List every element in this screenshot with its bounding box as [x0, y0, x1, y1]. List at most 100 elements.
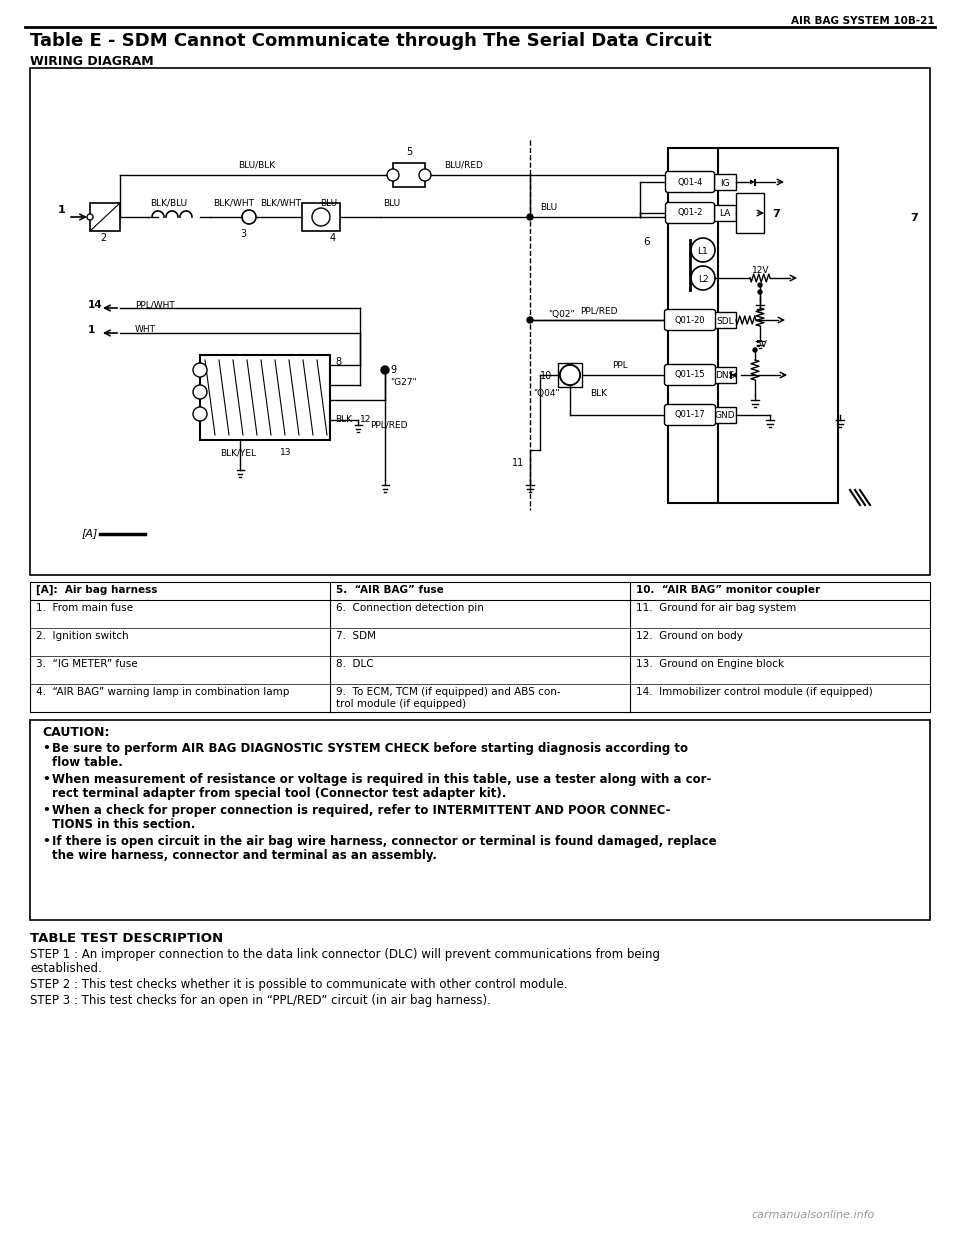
Text: 5: 5 — [406, 147, 412, 157]
Text: TABLE TEST DESCRIPTION: TABLE TEST DESCRIPTION — [30, 932, 223, 945]
Text: Q01-2: Q01-2 — [678, 209, 703, 217]
Bar — [736, 193, 764, 233]
FancyBboxPatch shape — [665, 203, 714, 224]
Text: WIRING DIAGRAM: WIRING DIAGRAM — [30, 56, 154, 68]
Circle shape — [758, 290, 762, 294]
Text: established.: established. — [30, 962, 102, 974]
Text: 11: 11 — [512, 458, 524, 468]
Text: 14: 14 — [88, 300, 103, 310]
Circle shape — [691, 238, 715, 262]
Text: BLU: BLU — [383, 199, 400, 207]
Text: When measurement of resistance or voltage is required in this table, use a teste: When measurement of resistance or voltag… — [52, 773, 711, 785]
Text: 2.  Ignition switch: 2. Ignition switch — [36, 631, 129, 641]
Bar — [90, 203, 120, 231]
Bar — [30, 720, 930, 920]
Text: L2: L2 — [698, 274, 708, 284]
Text: STEP 2 : This test checks whether it is possible to communicate with other contr: STEP 2 : This test checks whether it is … — [30, 978, 567, 990]
Text: •: • — [42, 835, 50, 848]
Text: 12V: 12V — [752, 266, 770, 275]
Text: 4: 4 — [330, 233, 336, 243]
Text: BLK/YEL: BLK/YEL — [220, 448, 256, 457]
FancyBboxPatch shape — [664, 405, 715, 426]
Bar — [200, 354, 330, 440]
Text: 3.  “IG METER” fuse: 3. “IG METER” fuse — [36, 659, 137, 669]
Text: 10: 10 — [540, 370, 552, 382]
Text: rect terminal adapter from special tool (Connector test adapter kit).: rect terminal adapter from special tool … — [52, 787, 506, 800]
Text: BLK/WHT: BLK/WHT — [260, 199, 301, 207]
Polygon shape — [731, 373, 736, 378]
Circle shape — [691, 266, 715, 290]
FancyBboxPatch shape — [664, 364, 715, 385]
Circle shape — [387, 169, 399, 182]
Text: "Q04": "Q04" — [533, 389, 560, 398]
Text: Q01-20: Q01-20 — [675, 315, 706, 325]
Text: 6: 6 — [643, 237, 650, 247]
Text: 4.  “AIR BAG” warning lamp in combination lamp: 4. “AIR BAG” warning lamp in combination… — [36, 687, 289, 697]
Text: SDL: SDL — [716, 316, 733, 326]
Text: 5.  “AIR BAG” fuse: 5. “AIR BAG” fuse — [336, 585, 444, 595]
Text: 6.  Connection detection pin: 6. Connection detection pin — [336, 603, 484, 613]
Text: IG: IG — [720, 179, 730, 188]
Text: GND: GND — [714, 411, 735, 420]
Circle shape — [758, 283, 762, 287]
Bar — [558, 363, 582, 387]
Text: 1: 1 — [58, 205, 65, 215]
Text: [A]: [A] — [82, 529, 98, 538]
Text: CAUTION:: CAUTION: — [42, 726, 109, 739]
Text: 7: 7 — [772, 209, 780, 219]
Bar — [714, 408, 736, 424]
Text: Be sure to perform AIR BAG DIAGNOSTIC SYSTEM CHECK before starting diagnosis acc: Be sure to perform AIR BAG DIAGNOSTIC SY… — [52, 742, 688, 755]
Text: "G27": "G27" — [390, 378, 417, 387]
Circle shape — [242, 210, 256, 224]
Text: WHT: WHT — [135, 325, 156, 333]
Text: 3: 3 — [240, 228, 246, 240]
Text: LA: LA — [719, 210, 731, 219]
Text: 13: 13 — [280, 448, 292, 457]
FancyBboxPatch shape — [664, 310, 715, 331]
Bar — [714, 174, 736, 190]
Bar — [668, 148, 838, 503]
Text: 12: 12 — [360, 415, 372, 424]
Bar — [714, 367, 736, 383]
Text: 13.  Ground on Engine block: 13. Ground on Engine block — [636, 659, 784, 669]
Circle shape — [87, 214, 93, 220]
Text: 14.  Immobilizer control module (if equipped): 14. Immobilizer control module (if equip… — [636, 687, 873, 697]
Text: STEP 3 : This test checks for an open in “PPL/RED” circuit (in air bag harness).: STEP 3 : This test checks for an open in… — [30, 994, 491, 1007]
Circle shape — [419, 169, 431, 182]
Text: BLK: BLK — [335, 415, 352, 424]
Text: TIONS in this section.: TIONS in this section. — [52, 818, 196, 831]
Circle shape — [560, 366, 580, 385]
Text: •: • — [42, 773, 50, 785]
Bar — [30, 68, 930, 576]
Text: L1: L1 — [698, 247, 708, 256]
Circle shape — [312, 207, 330, 226]
Text: Q01-15: Q01-15 — [675, 370, 706, 379]
Text: When a check for proper connection is required, refer to INTERMITTENT AND POOR C: When a check for proper connection is re… — [52, 804, 670, 818]
Polygon shape — [750, 179, 755, 184]
Text: Q01-4: Q01-4 — [678, 178, 703, 186]
Text: 9.  To ECM, TCM (if equipped) and ABS con-
trol module (if equipped): 9. To ECM, TCM (if equipped) and ABS con… — [336, 687, 561, 709]
Text: 2: 2 — [100, 233, 107, 243]
Text: BLU: BLU — [540, 203, 557, 212]
FancyBboxPatch shape — [665, 172, 714, 193]
Text: 7.  SDM: 7. SDM — [336, 631, 376, 641]
Text: •: • — [42, 742, 50, 755]
Text: STEP 1 : An improper connection to the data link connector (DLC) will prevent co: STEP 1 : An improper connection to the d… — [30, 948, 660, 961]
Text: BLK: BLK — [590, 389, 607, 398]
Text: [A]:  Air bag harness: [A]: Air bag harness — [36, 585, 157, 595]
Text: 9: 9 — [390, 366, 396, 375]
Text: 10.  “AIR BAG” monitor coupler: 10. “AIR BAG” monitor coupler — [636, 585, 820, 595]
Text: 7: 7 — [910, 212, 918, 224]
Text: BLU/BLK: BLU/BLK — [238, 161, 276, 170]
Text: flow table.: flow table. — [52, 756, 123, 769]
Text: 11.  Ground for air bag system: 11. Ground for air bag system — [636, 603, 796, 613]
Text: If there is open circuit in the air bag wire harness, connector or terminal is f: If there is open circuit in the air bag … — [52, 835, 716, 848]
Text: 1: 1 — [88, 325, 95, 335]
Text: carmanualsonline.info: carmanualsonline.info — [752, 1210, 875, 1220]
Circle shape — [193, 385, 207, 399]
Circle shape — [193, 363, 207, 377]
Text: the wire harness, connector and terminal as an assembly.: the wire harness, connector and terminal… — [52, 848, 437, 862]
Text: PPL/WHT: PPL/WHT — [135, 300, 175, 309]
Circle shape — [560, 366, 580, 385]
Text: BLK/WHT: BLK/WHT — [213, 199, 254, 207]
